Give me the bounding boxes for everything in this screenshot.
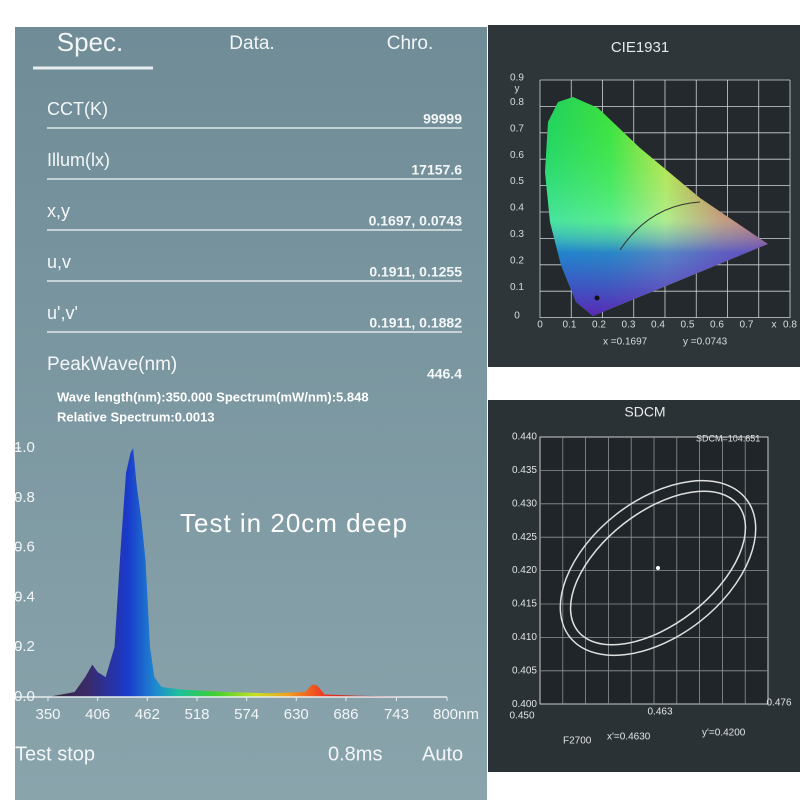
sdcm-y-tick: 0.425 [512, 532, 537, 543]
measure-value: 0.1697, 0.0743 [369, 213, 463, 229]
x-tick-label: 800nm [433, 706, 479, 723]
y-tick-label: 0.4 [14, 588, 35, 605]
cie-y-tick: 0 [514, 311, 520, 322]
sdcm-ellipse-inner [569, 490, 747, 646]
cie-point [594, 295, 600, 301]
measure-label: CCT(K) [47, 99, 108, 119]
cie-x-tick: 0.2 [592, 320, 606, 331]
sdcm-y-tick: 0.435 [512, 465, 537, 476]
sdcm-x-tick: 0.476 [766, 698, 791, 709]
cie-y-label: y [515, 84, 520, 95]
exposure-time: 0.8ms [328, 743, 382, 765]
sdcm-title: SDCM [624, 404, 665, 420]
cie-x-tick: 0.3 [622, 320, 636, 331]
sdcm-y-tick: 0.405 [512, 665, 537, 676]
sdcm-readout: SDCM=104.651 [696, 433, 760, 443]
cie-x-tick: 0.6 [710, 320, 724, 331]
measure-label: u,v [47, 252, 71, 272]
sdcm-y-tick: 0.400 [512, 699, 537, 710]
spectrum-area [48, 448, 447, 697]
y-tick-label: 0.8 [14, 489, 35, 506]
measure-value: 99999 [423, 111, 462, 127]
cie-y-tick: 0.8 [510, 97, 524, 108]
tab: Chro. [387, 33, 433, 54]
cie-y-tick: 0.4 [510, 203, 524, 214]
cie-readout-y: y =0.0743 [683, 337, 728, 348]
cie-y-tick: 0.9 [510, 73, 524, 84]
cie-y-tick: 0.6 [510, 150, 524, 161]
x-tick-label: 743 [384, 706, 409, 723]
x-tick-label: 462 [135, 706, 160, 723]
y-tick-label: 0.0 [14, 688, 35, 705]
x-tick-label: 630 [284, 706, 309, 723]
cie-readout-x: x =0.1697 [603, 337, 648, 348]
sdcm-y-tick: 0.430 [512, 498, 537, 509]
cie-x-tick: 0.4 [651, 320, 665, 331]
measure-value: 446.4 [427, 366, 462, 382]
measure-label: u',v' [47, 303, 78, 323]
cie-y-tick: 0.5 [510, 176, 524, 187]
tab: Data. [229, 33, 274, 54]
measure-label: PeakWave(nm) [47, 354, 177, 375]
sdcm-x-tick: 0.450 [509, 711, 534, 722]
sdcm-source: F2700 [563, 736, 592, 747]
y-tick-label: 1.0 [14, 439, 35, 456]
sdcm-x-tick: 0.463 [647, 707, 672, 718]
mode: Auto [422, 743, 463, 765]
status: Test stop [15, 743, 95, 765]
measure-label: x,y [47, 201, 70, 221]
sdcm-readout-y: y'=0.4200 [702, 728, 746, 739]
cie-y-tick: 0.1 [510, 282, 524, 293]
measure-label: Illum(lx) [47, 150, 110, 170]
sdcm-y-tick: 0.420 [512, 565, 537, 576]
measure-value: 0.1911, 0.1255 [369, 264, 462, 280]
cie-y-tick: 0.7 [510, 123, 524, 134]
planckian-locus [619, 201, 701, 251]
y-tick-label: 0.2 [14, 638, 35, 655]
sdcm-ellipse-outer [559, 479, 757, 657]
cie-x-tick: 0.7 [740, 320, 754, 331]
cie-y-tick: 0.3 [510, 229, 524, 240]
x-tick-label: 350 [35, 706, 60, 723]
gap [488, 367, 800, 400]
cie-x-label: x [772, 320, 777, 331]
x-tick-label: 406 [85, 706, 110, 723]
y-tick-label: 0.6 [14, 539, 35, 556]
sdcm-readout-x: x'=0.4630 [607, 732, 651, 743]
measure-value: 0.1911, 0.1882 [369, 315, 462, 331]
annotation: Test in 20cm deep [180, 508, 408, 538]
sdcm-center [656, 566, 660, 570]
cie-x-tick: 0.8 [783, 320, 797, 331]
cie-x-tick: 0 [537, 320, 543, 331]
info-line: Wave length(nm):350.000 Spectrum(mW/nm):… [57, 389, 369, 404]
x-tick-label: 574 [234, 706, 259, 723]
cie-x-tick: 0.1 [563, 320, 577, 331]
measure-value: 17157.6 [411, 162, 462, 178]
cie-x-tick: 0.5 [681, 320, 695, 331]
cie-title: CIE1931 [611, 39, 669, 56]
info-line: Relative Spectrum:0.0013 [57, 409, 215, 424]
x-tick-label: 686 [333, 706, 358, 723]
sdcm-y-tick: 0.440 [512, 432, 537, 443]
tab: Spec. [57, 27, 124, 57]
x-tick-label: 518 [184, 706, 209, 723]
sdcm-y-tick: 0.410 [512, 632, 537, 643]
cie-gamut-shade [545, 97, 768, 316]
cie-y-tick: 0.2 [510, 255, 524, 266]
sdcm-y-tick: 0.415 [512, 599, 537, 610]
